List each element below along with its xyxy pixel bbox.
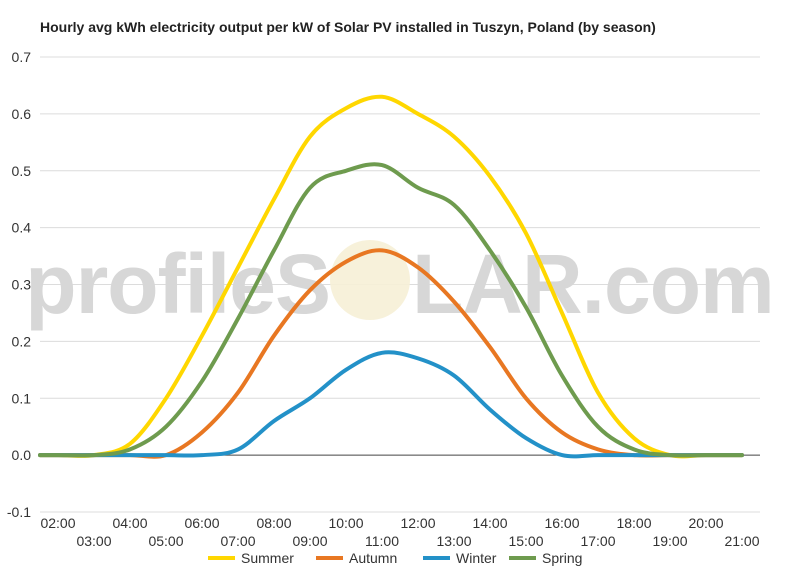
x-tick-label: 11:00 bbox=[365, 533, 399, 549]
watermark-text-right: LAR.com bbox=[412, 237, 774, 331]
watermark: profileS LAR.com bbox=[25, 237, 774, 331]
x-tick-label: 14:00 bbox=[472, 515, 507, 531]
y-tick-label: 0.2 bbox=[12, 333, 32, 349]
series-line-summer bbox=[38, 94, 744, 459]
legend-label-autumn: Autumn bbox=[349, 550, 397, 566]
x-tick-label: 07:00 bbox=[220, 533, 255, 549]
y-axis-ticks: -0.1 0.0 0.1 0.2 0.3 0.4 0.5 0.6 0.7 bbox=[7, 49, 31, 520]
legend-label-spring: Spring bbox=[542, 550, 582, 566]
watermark-text-left: profileS bbox=[25, 237, 330, 331]
y-tick-label: 0.4 bbox=[12, 220, 32, 236]
x-tick-label: 15:00 bbox=[508, 533, 543, 549]
x-axis-ticks: 02:00 04:00 06:00 08:00 10:00 12:00 14:00 16:00… bbox=[40, 515, 759, 549]
y-tick-label: 0.1 bbox=[12, 390, 32, 406]
x-tick-label: 02:00 bbox=[40, 515, 75, 531]
series-lines bbox=[38, 94, 744, 459]
x-tick-label: 21:00 bbox=[724, 533, 759, 549]
x-tick-label: 05:00 bbox=[148, 533, 183, 549]
series-line-winter bbox=[38, 350, 744, 459]
x-tick-label: 20:00 bbox=[688, 515, 723, 531]
x-tick-label: 09:00 bbox=[292, 533, 327, 549]
y-tick-label: 0.6 bbox=[12, 106, 32, 122]
x-tick-label: 10:00 bbox=[328, 515, 363, 531]
y-tick-label: 0.5 bbox=[12, 163, 32, 179]
y-tick-label: -0.1 bbox=[7, 504, 31, 520]
x-tick-label: 04:00 bbox=[112, 515, 147, 531]
series-line-spring bbox=[38, 162, 744, 458]
x-tick-label: 18:00 bbox=[616, 515, 651, 531]
x-tick-label: 13:00 bbox=[436, 533, 471, 549]
x-tick-label: 17:00 bbox=[580, 533, 615, 549]
x-tick-label: 16:00 bbox=[544, 515, 579, 531]
y-tick-label: 0.0 bbox=[12, 447, 32, 463]
x-tick-label: 12:00 bbox=[400, 515, 435, 531]
x-tick-label: 03:00 bbox=[76, 533, 111, 549]
chart-title: Hourly avg kWh electricity output per kW… bbox=[40, 19, 656, 35]
legend-label-summer: Summer bbox=[241, 550, 294, 566]
x-tick-label: 19:00 bbox=[652, 533, 687, 549]
y-tick-label: 0.3 bbox=[12, 277, 32, 293]
y-tick-label: 0.7 bbox=[12, 49, 32, 65]
legend: Summer Autumn Winter Spring bbox=[208, 550, 582, 566]
x-tick-label: 08:00 bbox=[256, 515, 291, 531]
x-tick-label: 06:00 bbox=[184, 515, 219, 531]
legend-label-winter: Winter bbox=[456, 550, 497, 566]
